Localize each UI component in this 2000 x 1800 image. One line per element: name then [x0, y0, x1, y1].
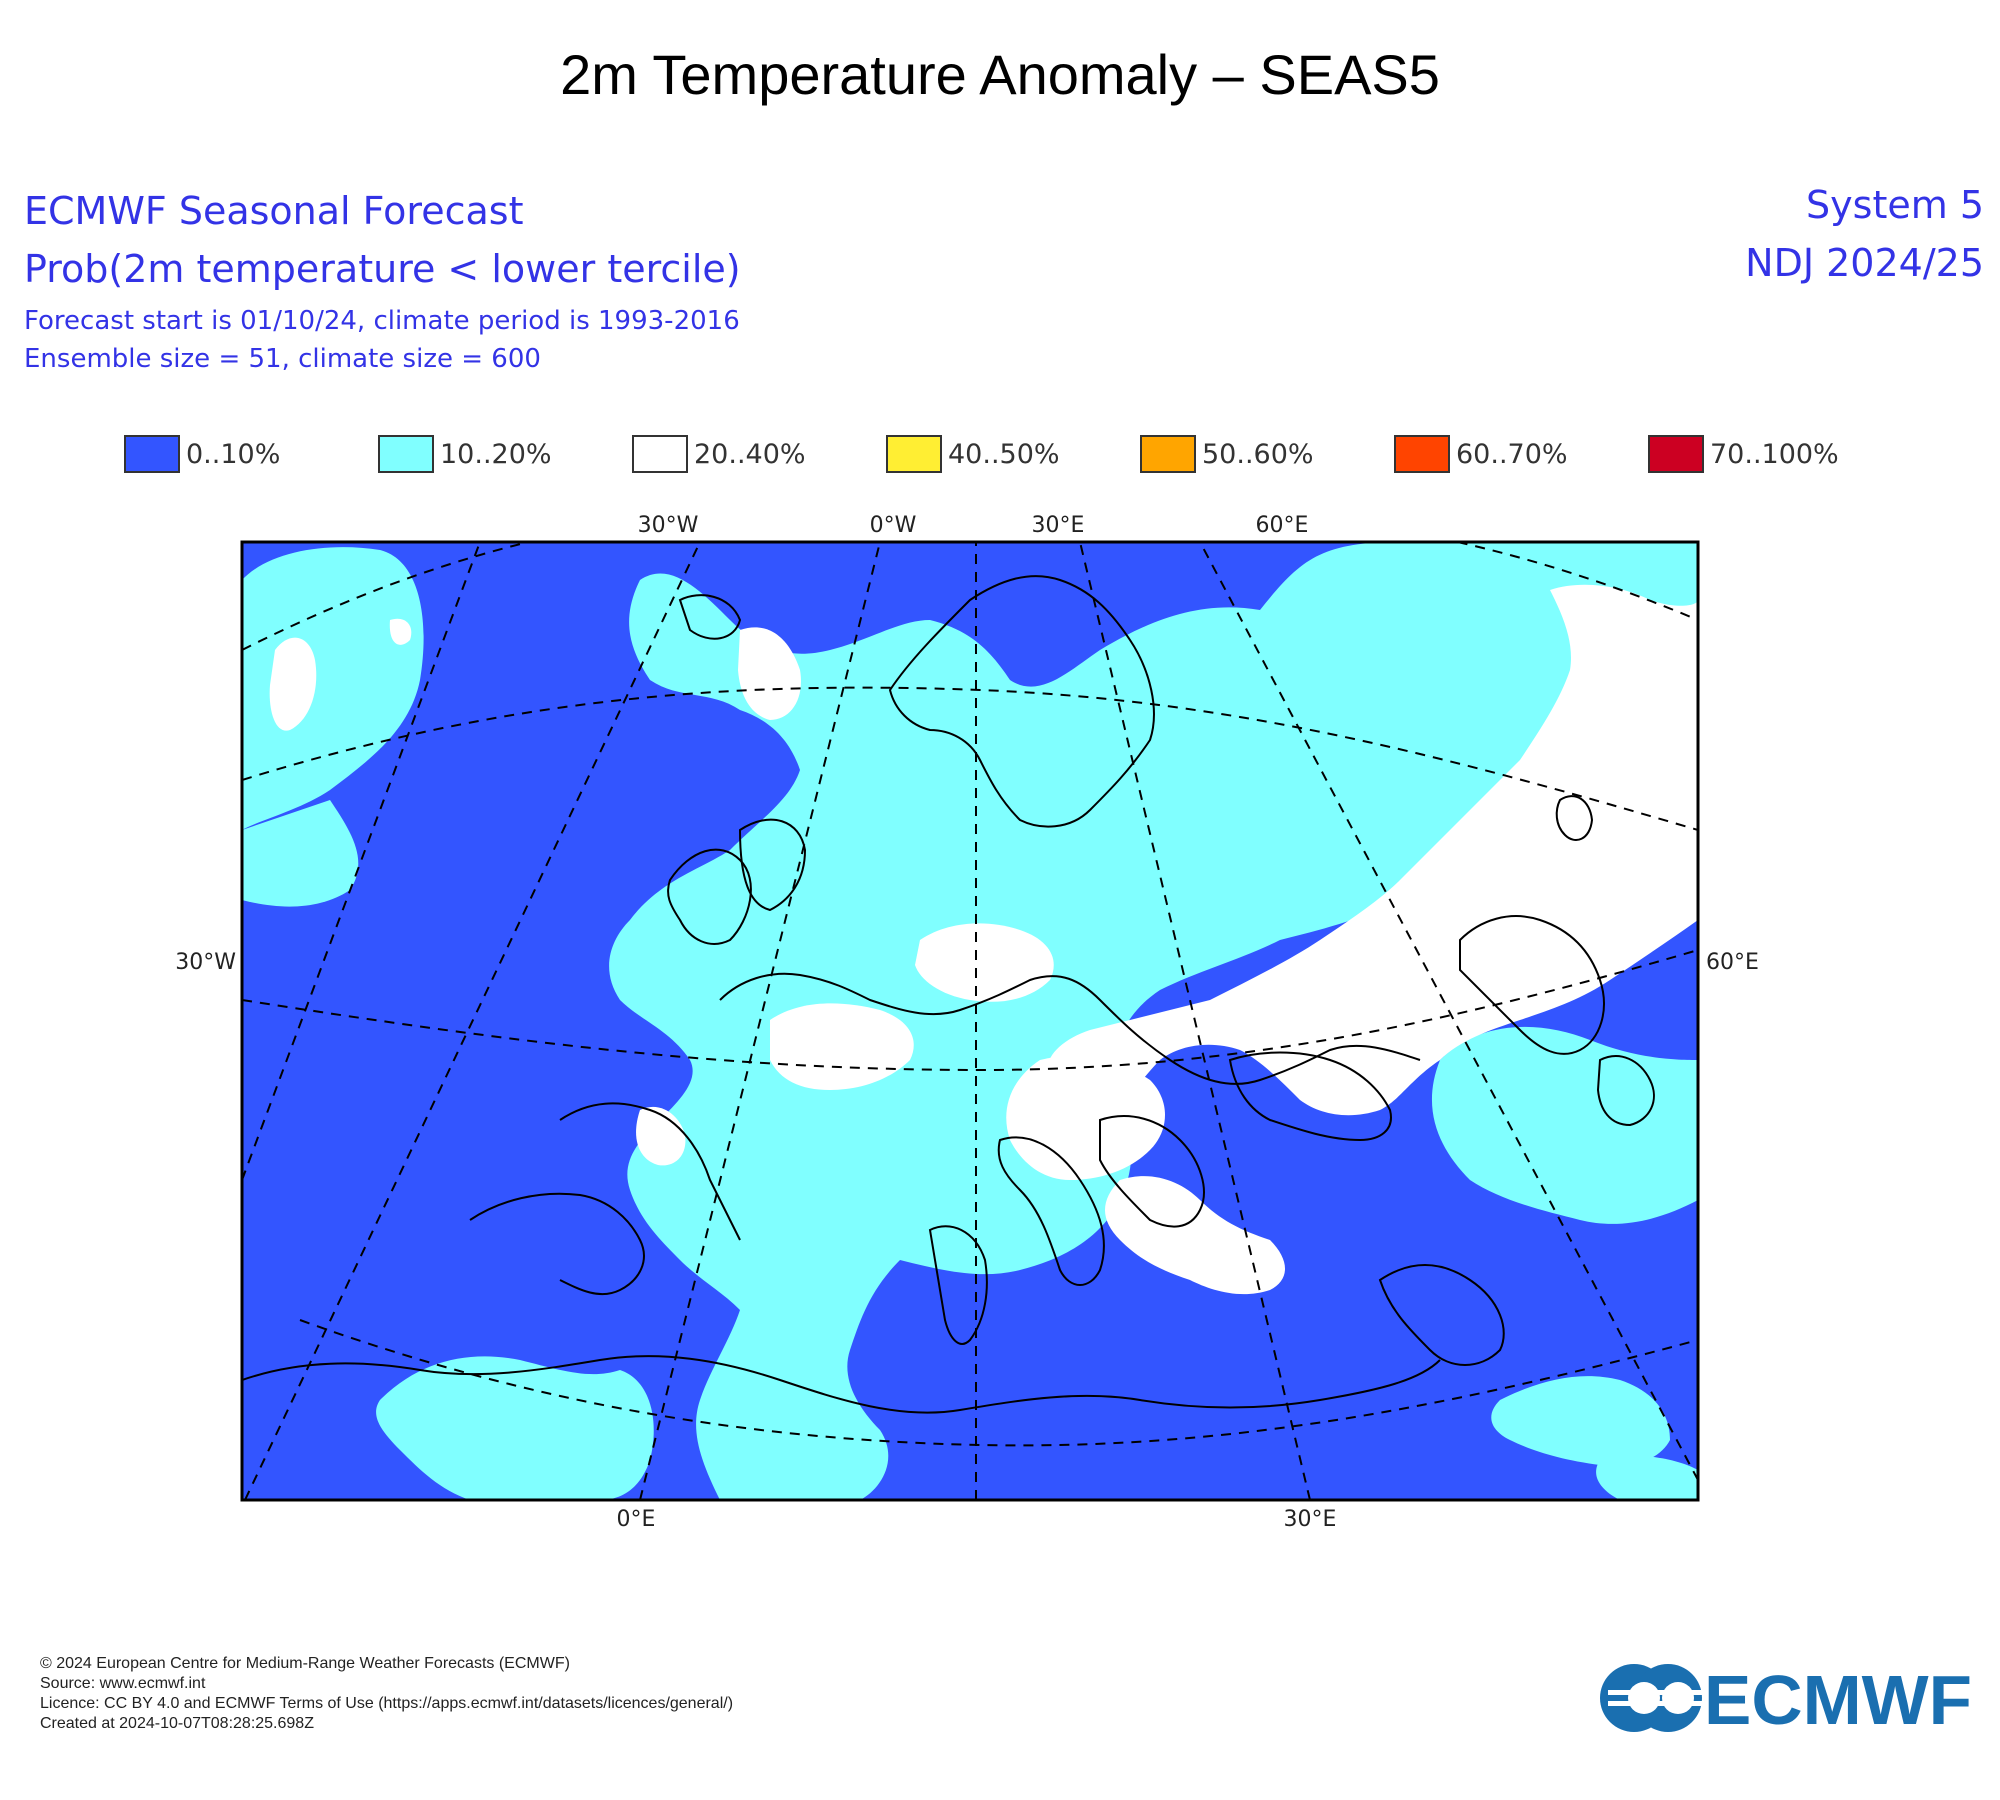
tick-bottom-0e: 0°E	[617, 1507, 656, 1532]
legend-label: 60..70%	[1456, 438, 1568, 470]
legend-swatch	[632, 435, 688, 473]
system-label: System 5	[1806, 183, 1984, 227]
header-line-2: Prob(2m temperature < lower tercile)	[24, 247, 741, 291]
legend-swatch	[886, 435, 942, 473]
footer-created: Created at 2024-10-07T08:28:25.698Z	[40, 1715, 314, 1732]
header-line-3: Forecast start is 01/10/24, climate peri…	[24, 306, 740, 336]
legend-swatch	[1140, 435, 1196, 473]
legend-label: 10..20%	[440, 438, 552, 470]
tick-bottom-30e: 30°E	[1284, 1507, 1337, 1532]
graticule	[242, 542, 1698, 1500]
system-info: System 5 NDJ 2024/25	[1745, 176, 1984, 292]
svg-text:ECMWF: ECMWF	[1704, 1661, 1972, 1736]
footer: © 2024 European Centre for Medium-Range …	[40, 1654, 733, 1734]
tick-top-30e: 30°E	[1032, 513, 1085, 538]
legend-label: 20..40%	[694, 438, 806, 470]
page-title: 2m Temperature Anomaly – SEAS5	[560, 43, 1440, 106]
legend-item: 60..70%	[1394, 432, 1568, 476]
forecast-header: ECMWF Seasonal Forecast Prob(2m temperat…	[24, 182, 741, 378]
legend-swatch	[1648, 435, 1704, 473]
probability-map: 30°W 0°W 30°E 60°E 30°W 60°E 0°E 30°E	[175, 513, 1759, 1532]
legend-item: 10..20%	[378, 432, 552, 476]
tick-top-0w: 0°W	[870, 513, 917, 538]
legend-item: 20..40%	[632, 432, 806, 476]
ecmwf-logo: ECMWF	[1600, 1661, 1972, 1736]
legend-item: 40..50%	[886, 432, 1060, 476]
legend: 0..10% 10..20% 20..40% 40..50% 50..60% 60..70…	[124, 432, 1924, 476]
legend-item: 70..100%	[1648, 432, 1839, 476]
footer-licence: Licence: CC BY 4.0 and ECMWF Terms of Us…	[40, 1695, 734, 1712]
period-label: NDJ 2024/25	[1745, 241, 1984, 285]
legend-swatch	[124, 435, 180, 473]
header-line-4: Ensemble size = 51, climate size = 600	[24, 344, 541, 374]
header-line-1: ECMWF Seasonal Forecast	[24, 189, 524, 233]
region-20-40	[269, 584, 1698, 1295]
tick-left-30w: 30°W	[175, 950, 236, 975]
legend-label: 70..100%	[1710, 438, 1839, 470]
legend-swatch	[1394, 435, 1450, 473]
tick-top-30w: 30°W	[638, 513, 699, 538]
legend-item: 50..60%	[1140, 432, 1314, 476]
legend-label: 50..60%	[1202, 438, 1314, 470]
legend-label: 40..50%	[948, 438, 1060, 470]
legend-label: 0..10%	[186, 438, 281, 470]
tick-top-60e: 60°E	[1256, 513, 1309, 538]
footer-source: Source: www.ecmwf.int	[40, 1675, 206, 1692]
footer-copyright: © 2024 European Centre for Medium-Range …	[40, 1655, 570, 1672]
legend-item: 0..10%	[124, 432, 280, 476]
coastlines	[242, 575, 1655, 1414]
tick-right-60e: 60°E	[1706, 950, 1759, 975]
legend-swatch	[378, 435, 434, 473]
map-frame	[240, 540, 1700, 1502]
map-panel: 30°W 0°W 30°E 60°E 30°W 60°E 0°E 30°E	[0, 500, 2000, 1540]
